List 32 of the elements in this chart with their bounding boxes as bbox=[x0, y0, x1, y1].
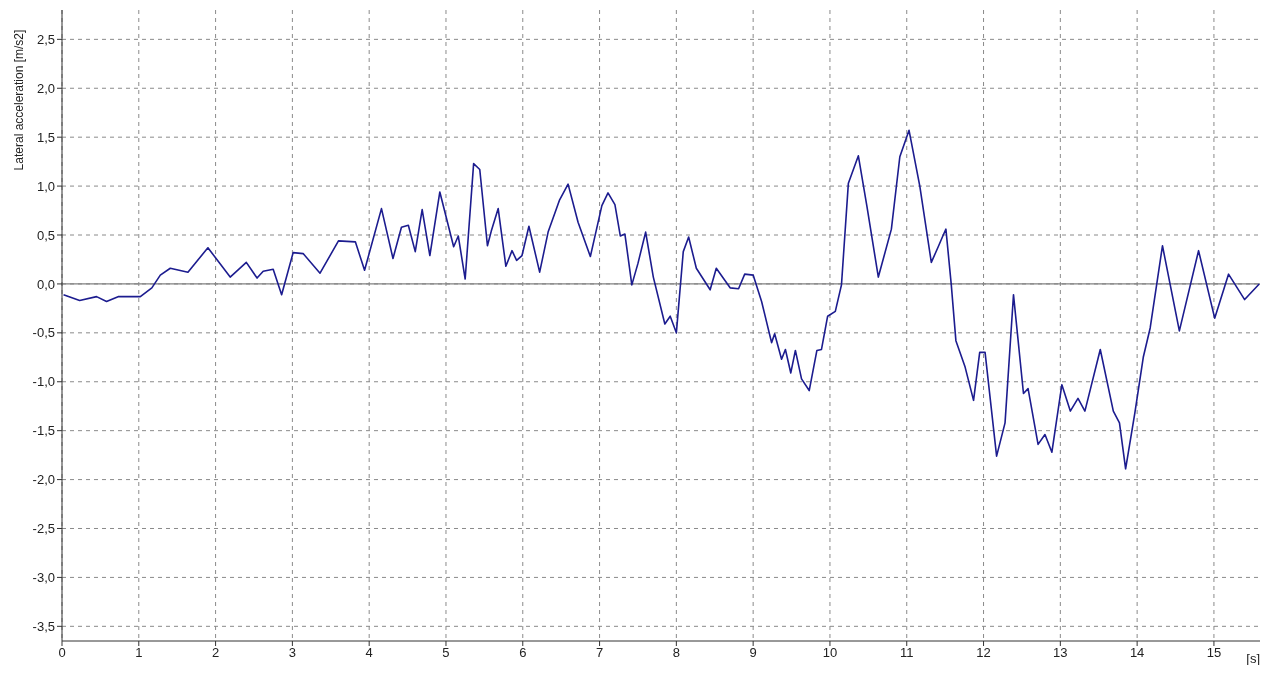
x-tick-label: 3 bbox=[288, 645, 296, 661]
y-tick-label: -1,5 bbox=[32, 423, 55, 439]
x-tick-label: 0 bbox=[58, 645, 66, 661]
y-tick-label: 1,0 bbox=[36, 178, 55, 194]
x-tick-label: 14 bbox=[1129, 645, 1145, 661]
y-tick-label: -1,0 bbox=[32, 374, 55, 390]
x-tick-label: 11 bbox=[899, 645, 914, 661]
x-tick-label: 4 bbox=[365, 645, 373, 661]
y-axis-title: Lateral acceleration [m/s2] bbox=[12, 29, 27, 171]
y-tick-label: -3,5 bbox=[32, 618, 55, 634]
x-tick-label: 7 bbox=[595, 645, 604, 661]
y-tick-label: -3,0 bbox=[32, 570, 55, 586]
y-tick-label: 2,5 bbox=[36, 31, 55, 47]
x-tick-label: 2 bbox=[211, 645, 220, 661]
x-tick-label: 6 bbox=[519, 645, 527, 661]
x-tick-label: 1 bbox=[135, 645, 143, 661]
x-tick-label: 13 bbox=[1053, 645, 1068, 661]
y-tick-label: 1,5 bbox=[36, 129, 55, 145]
y-tick-label: 0,5 bbox=[36, 227, 55, 243]
x-tick-label: 15 bbox=[1206, 645, 1222, 661]
x-tick-label: 10 bbox=[822, 645, 838, 661]
y-tick-label: -2,0 bbox=[32, 472, 55, 488]
x-tick-label: 9 bbox=[749, 645, 757, 661]
x-tick-label: 5 bbox=[442, 645, 450, 661]
x-axis-title: [s] bbox=[1246, 651, 1260, 666]
line-series bbox=[62, 129, 1260, 470]
y-tick-label: 2,0 bbox=[36, 80, 55, 96]
x-tick-label: 8 bbox=[672, 645, 680, 661]
y-tick-label: 0,0 bbox=[36, 276, 55, 292]
y-tick-label: -2,5 bbox=[32, 521, 55, 537]
y-tick-label: -0,5 bbox=[32, 325, 55, 341]
x-tick-label: 12 bbox=[976, 645, 991, 661]
